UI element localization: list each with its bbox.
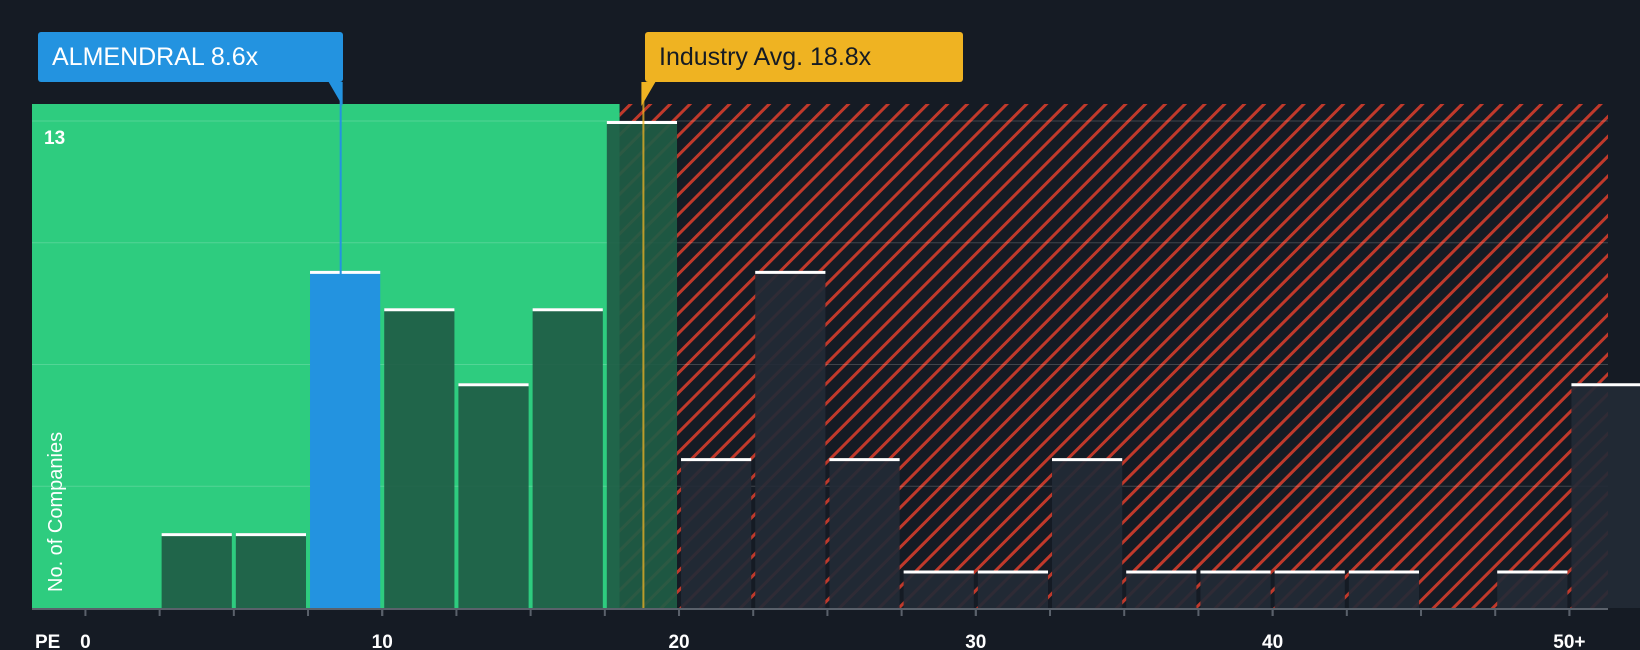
- bar: [1497, 570, 1568, 608]
- bar: [606, 121, 678, 608]
- bar: [755, 270, 826, 608]
- company-pe-callout: ALMENDRAL 8.6x: [38, 32, 343, 82]
- bar: [1348, 570, 1420, 608]
- y-max-label: 13: [44, 128, 65, 149]
- bar: [161, 533, 232, 608]
- x-tick-label: 10: [372, 632, 393, 650]
- bar: [1274, 570, 1345, 608]
- bar: [1200, 570, 1271, 608]
- bar: [977, 570, 1049, 608]
- bar: [829, 458, 900, 608]
- y-axis-title: No. of Companies: [45, 432, 67, 592]
- bar: [532, 308, 603, 608]
- bar: [235, 533, 307, 608]
- bar: [681, 458, 752, 608]
- x-tick-label: 30: [965, 632, 986, 650]
- bar: [458, 383, 529, 608]
- bar-company: [310, 270, 381, 608]
- x-tick-label: 40: [1262, 632, 1283, 650]
- bar: [1126, 570, 1197, 608]
- x-axis-title: PE: [35, 632, 60, 650]
- x-tick-label: 50+: [1553, 632, 1585, 650]
- industry-avg-callout: Industry Avg. 18.8x: [645, 32, 963, 82]
- x-tick-label: 20: [668, 632, 689, 650]
- bar: [1571, 383, 1640, 608]
- bar: [384, 308, 455, 608]
- company-callout-pointer: [328, 82, 343, 106]
- x-tick-label: 0: [80, 632, 91, 650]
- industry-callout-pointer: [641, 82, 656, 106]
- bar: [1052, 458, 1123, 608]
- bar: [903, 570, 974, 608]
